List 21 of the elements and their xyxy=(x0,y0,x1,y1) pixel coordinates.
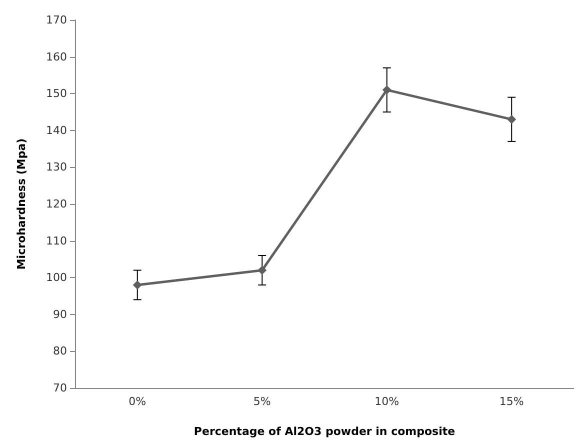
x-tick-label: 5% xyxy=(253,395,271,408)
y-tick-label: 170 xyxy=(46,14,67,26)
y-tick-label: 90 xyxy=(53,308,67,321)
x-tick-label: 15% xyxy=(499,395,524,408)
x-axis-title: Percentage of Al2O3 powder in composite xyxy=(194,425,456,438)
point xyxy=(132,280,142,290)
y-tick-label: 150 xyxy=(46,87,67,100)
point xyxy=(258,266,267,275)
y-tick-label: 160 xyxy=(46,50,67,64)
y-tick-label: 120 xyxy=(46,198,67,210)
y-tick-label: 140 xyxy=(46,124,67,137)
point xyxy=(507,114,516,124)
y-tick-label: 70 xyxy=(53,382,67,394)
x-tick-label: 10% xyxy=(374,395,400,408)
y-tick-label: 80 xyxy=(53,344,67,358)
y-tick-label: 100 xyxy=(46,271,67,284)
y-tick-label: 130 xyxy=(46,160,67,174)
point xyxy=(382,85,392,94)
y-tick-label: 110 xyxy=(46,234,67,248)
x-tick-label: 0% xyxy=(128,395,146,408)
y-axis-title: Microhardness (Mpa) xyxy=(15,138,28,270)
